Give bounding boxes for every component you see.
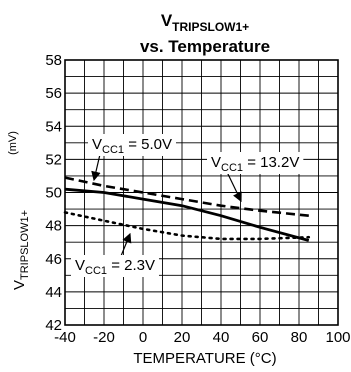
annotation-label-vcc1-13-2v: VCC1 = 13.2V [211,154,299,174]
chart-title-line2: vs. Temperature [140,37,270,56]
y-tick-label: 54 [45,118,62,135]
x-tick-label: 60 [252,329,269,346]
chart-title-main: V [161,11,173,30]
chart-title: VTRIPSLOW1+ [161,11,249,34]
annotation-arrow-13-2v [226,171,242,203]
x-tick-label: 80 [291,329,308,346]
tick-labels: -40 -20 0 20 40 60 80 100 42 44 46 48 50 52 54 56 58 [45,52,350,346]
y-tick-label: 42 [45,317,62,334]
y-tick-label: 58 [45,52,62,69]
y-tick-label: 46 [45,251,62,268]
x-tick-label: 100 [325,329,350,346]
annotation-label-vcc1-5-0v-bg [88,134,176,156]
x-tick-label: 20 [174,329,191,346]
chart-title-sub: TRIPSLOW1+ [172,20,249,34]
y-axis-unit: (mV) [7,131,19,155]
annotation-label-vcc1-13-2v-bg [207,152,304,174]
y-tick-label: 44 [45,284,62,301]
x-tick-label: -20 [93,329,115,346]
y-tick-label: 52 [45,151,62,168]
series-line-vcc1-2-3v [63,211,311,241]
y-tick-label: 48 [45,218,62,235]
annotation-label-vcc1-2-3v-bg [71,255,159,277]
plot-frame [64,59,339,326]
x-axis-label: TEMPERATURE (°C) [133,350,276,367]
x-tick-label: 0 [139,329,147,346]
annotation-arrow-2-3v [120,232,132,257]
series-line-vcc1-5-0v [64,187,310,242]
x-tick-label: 40 [213,329,230,346]
y-axis-label-main: V [11,280,28,290]
y-tick-label: 56 [45,85,62,102]
x-tick-label: -40 [54,329,76,346]
series-lines [63,176,311,242]
y-axis-label: VTRIPSLOW1+ [11,210,31,290]
annotation-label-vcc1-5-0v: VCC1 = 5.0V [92,136,172,156]
annotations: VCC1 = 5.0V VCC1 = 13.2V VCC1 = 2.3V [71,134,304,277]
series-line-vcc1-13-2v [64,176,309,217]
annotation-label-vcc1-2-3v: VCC1 = 2.3V [75,257,155,277]
y-tick-label: 50 [45,185,62,202]
y-axis-label-sub: TRIPSLOW1+ [19,210,31,280]
